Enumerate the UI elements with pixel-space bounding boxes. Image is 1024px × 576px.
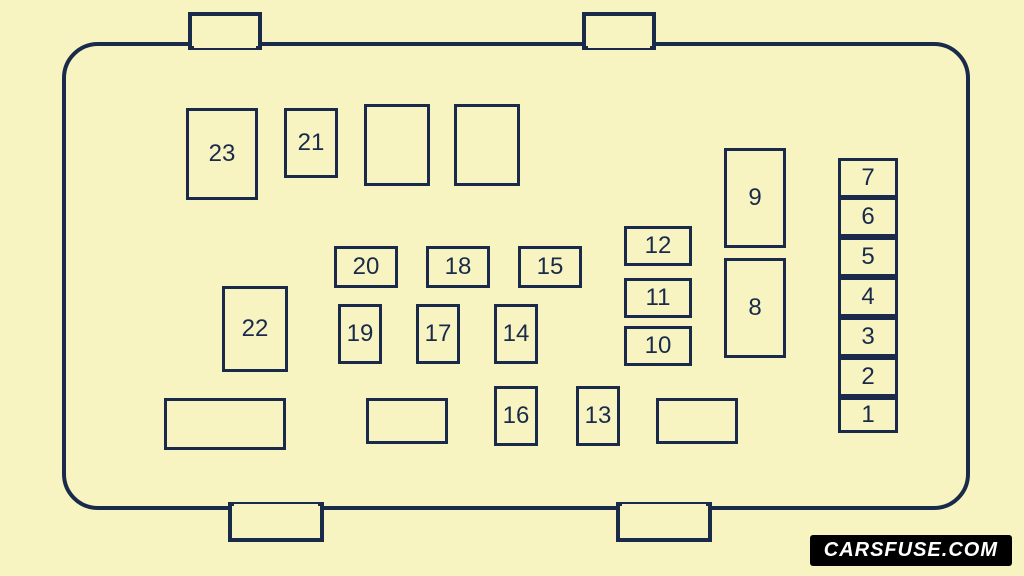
fuse-f3: 3 — [838, 317, 898, 357]
fuse-b3 — [164, 398, 286, 450]
fuse-f6: 6 — [838, 197, 898, 237]
fuse-b5 — [656, 398, 738, 444]
fuse-b1 — [364, 104, 430, 186]
fuse-b4 — [366, 398, 448, 444]
fuse-f5: 5 — [838, 237, 898, 277]
fuse-f21: 21 — [284, 108, 338, 178]
fuse-f16: 16 — [494, 386, 538, 446]
fuse-f20: 20 — [334, 246, 398, 288]
fuse-f4: 4 — [838, 277, 898, 317]
fuse-f1: 1 — [838, 397, 898, 433]
fuse-f10: 10 — [624, 326, 692, 366]
fuse-f11: 11 — [624, 278, 692, 318]
fuse-f19: 19 — [338, 304, 382, 364]
watermark: CARSFUSE.COM — [810, 535, 1012, 566]
fuse-b2 — [454, 104, 520, 186]
fuse-f23: 23 — [186, 108, 258, 200]
fuse-f8: 8 — [724, 258, 786, 358]
fuse-f9: 9 — [724, 148, 786, 248]
fuse-f2: 2 — [838, 357, 898, 397]
fuse-f14: 14 — [494, 304, 538, 364]
fuse-f12: 12 — [624, 226, 692, 266]
fuse-f17: 17 — [416, 304, 460, 364]
fuse-diagram: 1234567891011121314151617181920212223 CA… — [0, 0, 1024, 576]
fuse-f22: 22 — [222, 286, 288, 372]
fuse-f13: 13 — [576, 386, 620, 446]
fuse-f18: 18 — [426, 246, 490, 288]
fuse-f7: 7 — [838, 158, 898, 198]
fuse-f15: 15 — [518, 246, 582, 288]
